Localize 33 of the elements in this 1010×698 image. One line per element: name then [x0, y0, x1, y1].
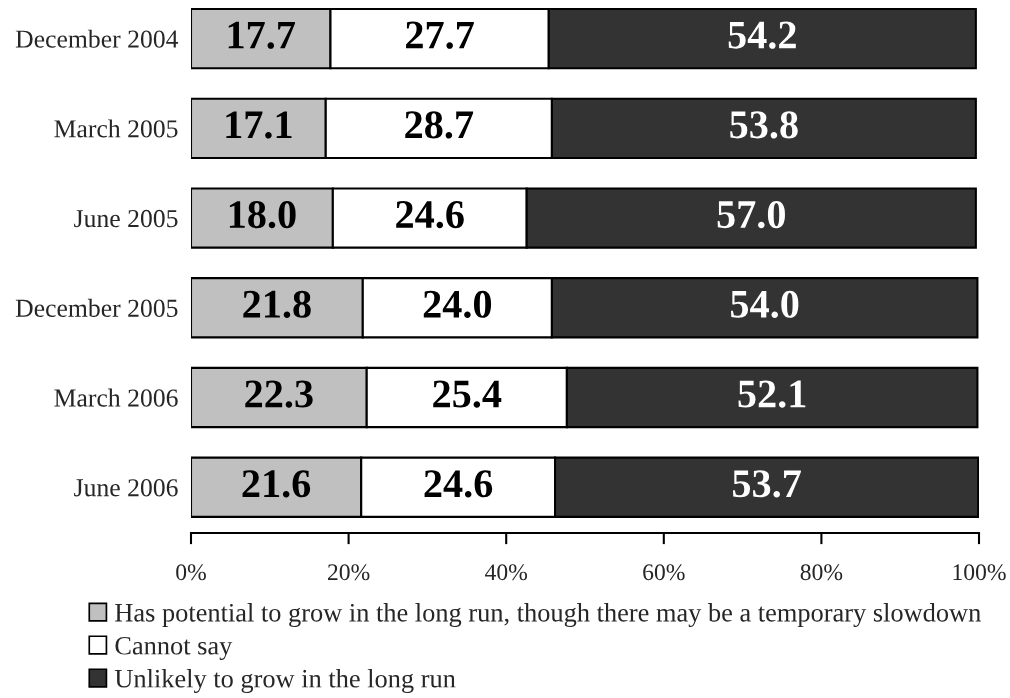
x-tick-label: 80% — [800, 564, 843, 581]
legend-label: Unlikely to grow in the long run — [114, 669, 456, 694]
y-tick-label: March 2005 — [54, 119, 178, 138]
data-label: 27.7 — [406, 21, 474, 49]
legend-label: Has potential to grow in the long run, though there may be a temporary slowdown — [115, 603, 981, 628]
x-tick-label: 20% — [328, 564, 370, 581]
y-tick-label: March 2006 — [54, 388, 178, 407]
data-label: 17.1 — [226, 111, 292, 139]
data-label: 24.6 — [424, 470, 493, 498]
y-tick-label: December 2004 — [15, 29, 179, 48]
data-label: 17.7 — [228, 21, 295, 49]
data-label: 24.6 — [396, 201, 464, 229]
data-label: 21.6 — [242, 470, 311, 498]
x-tick-label: 100% — [953, 564, 1006, 581]
data-label: 57.0 — [717, 200, 785, 229]
data-label: 18.0 — [229, 200, 296, 229]
x-tick-label: 0% — [176, 564, 206, 581]
data-label: 54.2 — [728, 21, 796, 49]
data-label: 54.0 — [731, 290, 799, 319]
data-label: 28.7 — [405, 111, 474, 139]
data-label: 24.0 — [423, 290, 492, 319]
data-label: 21.8 — [243, 290, 311, 319]
y-tick-label: June 2005 — [74, 209, 178, 228]
y-tick-label: December 2005 — [15, 298, 178, 317]
data-label: 53.8 — [730, 111, 798, 139]
y-tick-label: June 2006 — [74, 479, 178, 497]
x-tick-label: 40% — [485, 564, 528, 581]
data-label: 25.4 — [433, 380, 502, 408]
data-label: 22.3 — [245, 380, 313, 408]
legend-label: Cannot say — [115, 636, 233, 661]
data-label: 52.1 — [738, 380, 806, 408]
x-tick-label: 60% — [643, 564, 685, 581]
data-label: 53.7 — [733, 470, 801, 498]
